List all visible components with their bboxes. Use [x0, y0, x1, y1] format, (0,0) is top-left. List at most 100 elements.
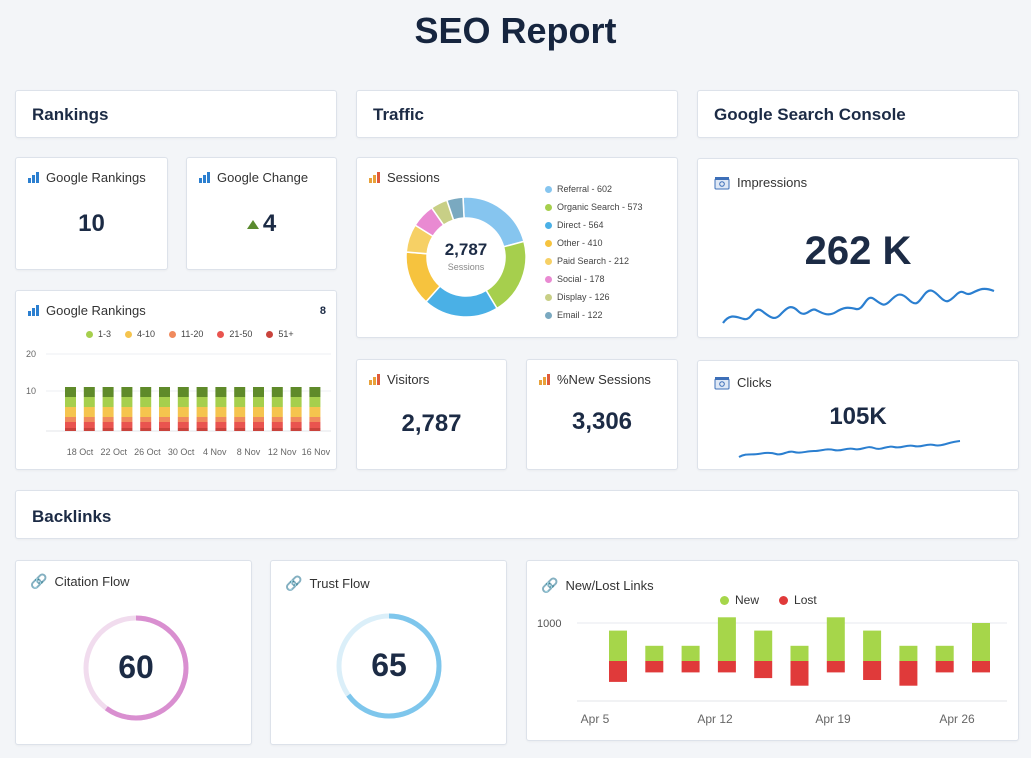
rank-legend-label: 4-10: [137, 329, 156, 339]
rank-bar-segment: [253, 417, 264, 422]
new-sessions-title: %New Sessions: [557, 372, 651, 387]
rank-bar-segment: [215, 428, 227, 431]
rank-bar-segment: [253, 422, 264, 428]
new-lost-links-card[interactable]: 🔗 New/Lost Links New Lost 10002000Apr 5A…: [526, 560, 1019, 741]
sessions-legend-label: Email - 122: [557, 310, 603, 320]
citation-flow-gauge: [83, 615, 189, 721]
rank-ytick: 10: [26, 386, 36, 396]
rank-bar-segment: [196, 397, 208, 407]
search-console-icon: [714, 376, 730, 389]
rank-bar-segment: [309, 428, 321, 431]
link-icon: 🔗: [541, 577, 559, 593]
bar-chart-icon: [539, 374, 550, 385]
new-bar: [972, 623, 990, 661]
rank-bar-segment: [309, 417, 321, 422]
legend-new-dot: [720, 595, 729, 605]
rank-legend-dot: [266, 330, 274, 338]
visitors-card[interactable]: Visitors 2,787: [356, 359, 507, 470]
clicks-card[interactable]: Clicks 105K: [697, 360, 1019, 470]
rank-legend-item: 21-50: [217, 329, 252, 339]
rank-bar-segment: [271, 417, 283, 422]
rank-bar-segment: [290, 417, 302, 422]
rank-bar-segment: [215, 422, 227, 428]
sessions-legend-item: Display - 126: [545, 292, 643, 302]
sessions-donut: [405, 196, 527, 318]
sessions-legend-dot: [545, 275, 552, 283]
rank-bar-segment: [253, 397, 264, 407]
up-triangle-icon: [246, 220, 259, 230]
traffic-section-header: Traffic: [356, 90, 678, 138]
gauge-fill: [336, 613, 442, 719]
rank-bar-segment: [271, 428, 283, 431]
rank-bar-segment: [290, 387, 302, 397]
new-sessions-card[interactable]: %New Sessions 3,306: [526, 359, 678, 470]
rank-bar-segment: [140, 428, 152, 431]
rank-bar-segment: [121, 428, 133, 431]
rank-bar-segment: [65, 407, 76, 417]
rank-bar-segment: [159, 387, 170, 397]
rank-legend-item: 51+: [266, 329, 294, 339]
sessions-legend-dot: [545, 203, 552, 211]
rank-bar-segment: [215, 407, 227, 417]
sessions-legend-item: Social - 178: [545, 274, 643, 284]
trust-flow-title: Trust Flow: [309, 576, 370, 591]
rank-bar-segment: [177, 428, 189, 431]
sessions-legend-label: Social - 178: [557, 274, 605, 284]
rank-bar-segment: [253, 428, 264, 431]
rankings-chart-count: 8: [319, 305, 326, 317]
impressions-card[interactable]: Impressions 262 K: [697, 158, 1019, 338]
sessions-legend-label: Direct - 564: [557, 220, 604, 230]
lost-bar: [826, 661, 845, 673]
rank-bar-segment: [65, 397, 76, 407]
rank-bar-segment: [65, 387, 76, 397]
rankings-chart-card[interactable]: Google Rankings 8 1-3 4-10 11-20 21-50 51+ 2…: [15, 290, 337, 470]
bar-chart-icon: [369, 172, 380, 183]
link-icon: 🔗: [285, 575, 303, 591]
new-bar: [826, 617, 845, 661]
rank-bar-segment: [83, 387, 95, 397]
rank-bar-segment: [234, 417, 246, 422]
google-change-value: 4: [262, 210, 277, 237]
sessions-legend-item: Direct - 564: [545, 220, 643, 230]
rank-bar-segment: [121, 407, 133, 417]
rank-bar-segment: [196, 422, 208, 428]
impressions-sparkline: [722, 287, 995, 324]
google-rankings-card[interactable]: Google Rankings 10: [15, 157, 168, 270]
lost-bar: [790, 661, 809, 686]
rank-bar-segment: [83, 397, 95, 407]
sessions-legend-item: Referral - 602: [545, 184, 643, 194]
rankings-section-header: Rankings: [15, 90, 337, 138]
rank-bar-segment: [65, 422, 76, 428]
rank-bar-segment: [309, 407, 321, 417]
sessions-card[interactable]: Sessions 2,787 Sessions Referral - 602 Or…: [356, 157, 678, 338]
backlinks-heading: Backlinks: [32, 507, 112, 526]
rank-bar-segment: [65, 417, 76, 422]
lost-bar: [717, 661, 736, 673]
rank-bar-segment: [234, 422, 246, 428]
new-lost-links-title: New/Lost Links: [565, 578, 654, 593]
clicks-title: Clicks: [737, 375, 772, 390]
rank-xtick: 4 Nov: [203, 447, 227, 457]
rank-bar-segment: [234, 428, 246, 431]
new-bar: [681, 645, 700, 661]
rank-legend-label: 51+: [278, 329, 294, 339]
sessions-total-label: Sessions: [447, 262, 485, 272]
legend-lost: Lost: [794, 593, 817, 607]
new-bar: [899, 645, 918, 661]
new-bar: [645, 645, 664, 661]
citation-flow-card[interactable]: 🔗 Citation Flow 60: [15, 560, 252, 745]
rank-legend-item: 11-20: [169, 329, 203, 339]
rank-bar-segment: [271, 422, 283, 428]
rank-bar-segment: [121, 387, 133, 397]
bar-chart-icon: [28, 305, 39, 316]
sessions-legend-item: Organic Search - 573: [545, 202, 643, 212]
google-change-card[interactable]: Google Change 4: [186, 157, 337, 270]
rank-bar-segment: [177, 397, 189, 407]
rank-bar-segment: [83, 417, 95, 422]
trust-flow-card[interactable]: 🔗 Trust Flow 65: [270, 560, 507, 745]
rank-legend-label: 1-3: [98, 329, 112, 339]
new-bar: [609, 630, 627, 661]
rank-ytick: 20: [26, 349, 36, 359]
trust-flow-gauge: [336, 613, 442, 719]
